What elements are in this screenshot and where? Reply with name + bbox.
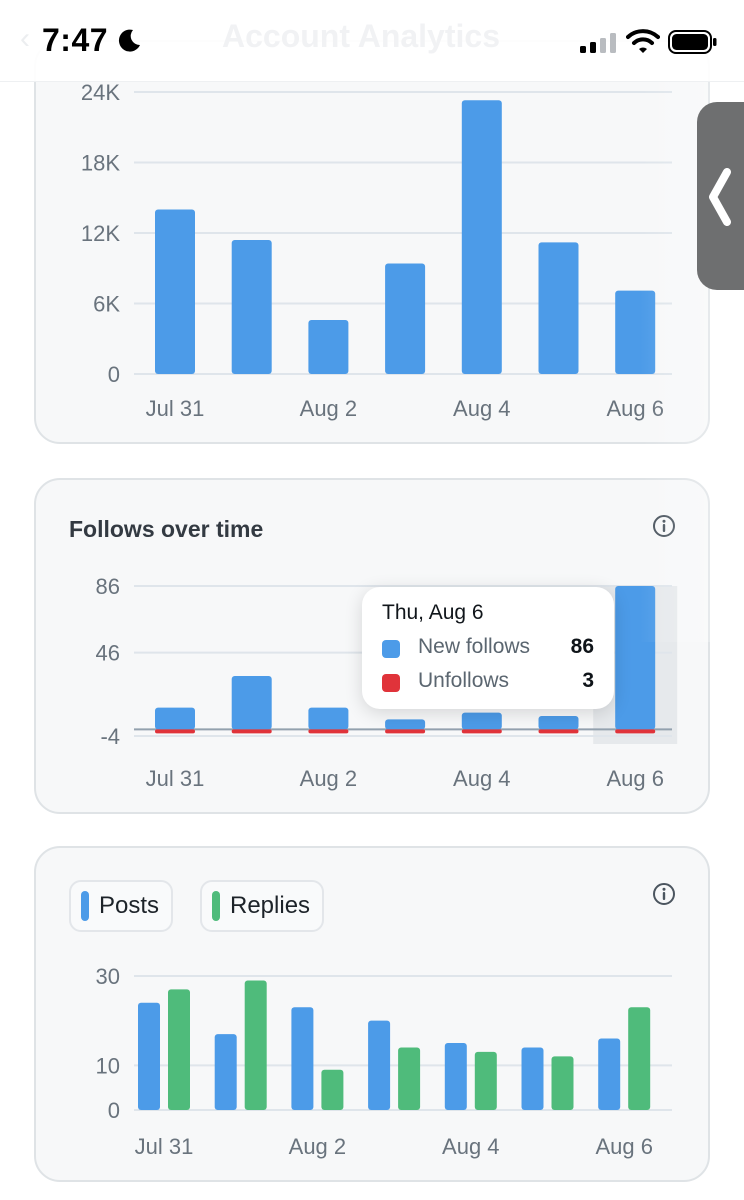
bar-unfollows — [155, 729, 195, 734]
tooltip-label: New follows — [418, 635, 531, 658]
bar-new-follows — [231, 676, 272, 730]
posts-replies-bar-chart[interactable]: 0 10 30 Jul 31 Aug 2 Aug 4 Aug 6 — [36, 848, 710, 1182]
y-tick-label: 12K — [81, 221, 120, 246]
y-tick-label: 24K — [81, 80, 120, 105]
card-title: Follows over time — [69, 516, 264, 542]
bar — [538, 242, 579, 374]
y-tick-label: 86 — [96, 574, 120, 599]
signal-icon — [580, 33, 616, 53]
y-tick-label: 18K — [81, 151, 120, 176]
wifi-icon — [626, 29, 660, 53]
bar-unfollows — [385, 729, 426, 734]
bar — [385, 263, 426, 374]
y-tick-label: 46 — [96, 641, 120, 666]
legend-posts-label: Posts — [99, 892, 160, 919]
bar-new-follows — [461, 712, 502, 730]
bar-unfollows — [538, 729, 579, 734]
info-icon[interactable] — [652, 882, 676, 906]
bar-replies — [244, 980, 267, 1110]
chart-tooltip: Thu, Aug 6 New follows 86 Unfollows 3 — [362, 587, 614, 709]
bar — [308, 319, 349, 374]
bar-unfollows — [615, 729, 656, 734]
bar-posts — [598, 1038, 621, 1110]
y-tick-label: 30 — [96, 964, 120, 989]
bar-posts — [214, 1034, 237, 1110]
status-time: 7:47 — [42, 22, 109, 58]
back-arrow-icon[interactable]: ‹ — [20, 22, 30, 55]
x-tick-label: Jul 31 — [135, 1134, 194, 1159]
x-tick-label: Aug 4 — [453, 396, 511, 421]
bar-posts — [521, 1047, 544, 1110]
status-bar: ‹ 7:47 Account Analytics — [0, 0, 744, 82]
legend-replies-label: Replies — [230, 892, 311, 919]
bar-replies — [398, 1047, 421, 1110]
tooltip-value: 3 — [582, 669, 594, 692]
x-tick-label: Jul 31 — [146, 396, 205, 421]
legend-replies-chip[interactable]: Replies — [200, 880, 325, 932]
views-chart-card: 0 6K 12K 18K 24K Jul 31 Aug 2 Aug 4 Aug 6 — [34, 40, 710, 444]
bar — [231, 240, 272, 374]
drawer-handle[interactable] — [697, 102, 744, 290]
x-tick-label: Aug 6 — [595, 1134, 653, 1159]
page-title: Account Analytics — [222, 18, 500, 54]
bar-replies — [628, 1007, 651, 1110]
moon-icon — [118, 29, 140, 52]
legend-posts-chip[interactable]: Posts — [69, 880, 174, 932]
tooltip-row-unfollows: Unfollows 3 — [382, 669, 594, 697]
tooltip-date: Thu, Aug 6 — [382, 601, 484, 624]
bar-replies — [474, 1051, 497, 1110]
posts-swatch — [81, 891, 89, 921]
y-tick-label: 0 — [108, 362, 120, 387]
battery-icon — [668, 30, 717, 54]
bar-unfollows — [231, 729, 272, 734]
follows-bar-chart[interactable]: -4 46 86 Jul 31 Aug 2 Aug 4 Aug 6 — [36, 480, 710, 814]
bar-replies — [551, 1056, 574, 1110]
y-tick-label: -4 — [100, 724, 120, 749]
replies-swatch — [212, 891, 220, 921]
bar-replies — [321, 1069, 344, 1110]
unfollows-swatch — [382, 674, 400, 692]
y-tick-label: 6K — [93, 292, 120, 317]
bar-posts — [444, 1043, 467, 1110]
bar — [155, 209, 195, 374]
y-tick-label: 10 — [96, 1053, 120, 1078]
tooltip-value: 86 — [570, 635, 594, 658]
follows-chart-card: Follows over time -4 46 86 Jul 31 Aug 2 Aug 4… — [34, 478, 710, 814]
x-tick-label: Aug 2 — [289, 1134, 347, 1159]
bar-new-follows — [155, 707, 195, 730]
bar-posts — [138, 1002, 160, 1110]
bar — [615, 290, 656, 374]
x-tick-label: Aug 2 — [300, 396, 358, 421]
bar-replies — [168, 989, 190, 1110]
chevron-left-icon — [709, 168, 731, 226]
bar-new-follows — [308, 707, 349, 730]
posts-replies-card: Posts Replies 0 10 30 Jul 31 Aug 2 Aug 4 Aug 6 — [34, 846, 710, 1182]
bar-posts — [368, 1020, 391, 1110]
views-bar-chart: 0 6K 12K 18K 24K Jul 31 Aug 2 Aug 4 Aug 6 — [81, 80, 672, 421]
bar-new-follows — [385, 719, 426, 730]
new-follows-swatch — [382, 640, 400, 658]
bar-unfollows — [461, 729, 502, 734]
x-tick-label: Jul 31 — [146, 766, 205, 791]
x-tick-label: Aug 6 — [606, 766, 664, 791]
bar — [461, 100, 502, 374]
x-tick-label: Aug 2 — [300, 766, 358, 791]
bar-unfollows — [308, 729, 349, 734]
y-tick-label: 0 — [108, 1098, 120, 1123]
bar-new-follows — [615, 586, 656, 730]
x-tick-label: Aug 4 — [442, 1134, 500, 1159]
tooltip-row-new-follows: New follows 86 — [382, 635, 594, 663]
x-tick-label: Aug 6 — [606, 396, 664, 421]
bar-new-follows — [538, 716, 579, 730]
bar-posts — [291, 1007, 314, 1110]
info-icon[interactable] — [652, 514, 676, 538]
x-tick-label: Aug 4 — [453, 766, 511, 791]
tooltip-label: Unfollows — [418, 669, 510, 692]
